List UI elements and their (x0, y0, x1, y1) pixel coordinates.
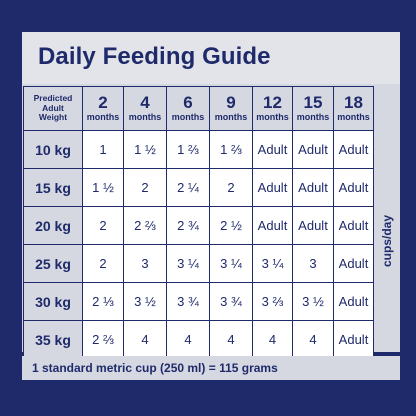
weight-cell: 10 kg (23, 130, 83, 169)
age-column-header: 9 months (209, 86, 253, 131)
table-cell: 2 (209, 168, 253, 207)
age-column-header: 4 months (123, 86, 167, 131)
table-cell: 3 (123, 244, 167, 283)
table-cell: 4 (252, 320, 293, 359)
table-cell: Adult (292, 168, 334, 207)
table-cell: 2 ¾ (166, 206, 210, 245)
age-number: 18 (344, 93, 363, 112)
age-column-header: 18 months (333, 86, 374, 131)
table-cell: 4 (166, 320, 210, 359)
table-cell: 2 (123, 168, 167, 207)
table-cell: Adult (333, 320, 374, 359)
table-cell: 3 ¾ (166, 282, 210, 321)
table-cell: 2 ⅔ (123, 206, 167, 245)
table-row: 25 kg 2 3 3 ¼ 3 ¼ 3 ¼ 3 Adult (23, 244, 374, 283)
title-bar: Daily Feeding Guide (22, 32, 400, 84)
age-number: 12 (263, 93, 282, 112)
table-row: 35 kg 2 ⅔ 4 4 4 4 4 Adult (23, 320, 374, 359)
table-cell: 4 (209, 320, 253, 359)
age-number: 15 (303, 93, 323, 112)
age-unit: months (171, 112, 205, 122)
table-cell: 3 ¼ (252, 244, 293, 283)
table-cell: 3 ¼ (166, 244, 210, 283)
table-cell: 3 ½ (292, 282, 334, 321)
table-cell: Adult (333, 206, 374, 245)
corner-label-line: Weight (38, 112, 68, 123)
age-column-header: 2 months (82, 86, 124, 131)
age-column-header: 12 months (252, 86, 293, 131)
age-number: 6 (183, 93, 193, 112)
table-cell: 4 (292, 320, 334, 359)
table-cell: 3 ¾ (209, 282, 253, 321)
unit-side-label: cups/day (374, 129, 400, 352)
weight-cell: 35 kg (23, 320, 83, 359)
table-cell: 2 ⅓ (82, 282, 124, 321)
footnote-text: 1 standard metric cup (250 ml) = 115 gra… (32, 361, 278, 375)
table-cell: 1 (82, 130, 124, 169)
age-unit: months (128, 112, 162, 122)
table-cell: 2 ⅔ (82, 320, 124, 359)
table-cell: 2 (82, 244, 124, 283)
header-row: Predicted Adult Weight 2 months 4 months 6… (23, 86, 374, 131)
table-cell: 3 ½ (123, 282, 167, 321)
corner-label-line: Adult (42, 102, 64, 113)
feeding-table: Predicted Adult Weight 2 months 4 months 6… (23, 86, 374, 359)
unit-label-text: cups/day (380, 214, 394, 267)
age-unit: months (296, 112, 330, 122)
table-cell: 1 ⅔ (166, 130, 210, 169)
table-cell: 1 ⅔ (209, 130, 253, 169)
age-number: 9 (226, 93, 236, 112)
age-unit: months (256, 112, 289, 122)
age-number: 2 (98, 93, 108, 112)
table-row: 10 kg 1 1 ½ 1 ⅔ 1 ⅔ Adult Adult Adult (23, 130, 374, 169)
table-cell: Adult (252, 130, 293, 169)
table-cell: Adult (333, 244, 374, 283)
table-cell: 4 (123, 320, 167, 359)
table-cell: Adult (252, 168, 293, 207)
table-row: 20 kg 2 2 ⅔ 2 ¾ 2 ½ Adult Adult Adult (23, 206, 374, 245)
age-number: 4 (140, 93, 150, 112)
table-cell: 2 ¼ (166, 168, 210, 207)
table-cell: 3 ¼ (209, 244, 253, 283)
age-column-header: 15 months (292, 86, 334, 131)
table-cell: 2 (82, 206, 124, 245)
weight-cell: 25 kg (23, 244, 83, 283)
weight-cell: 15 kg (23, 168, 83, 207)
weight-cell: 30 kg (23, 282, 83, 321)
age-unit: months (86, 112, 120, 122)
table-cell: 3 ⅔ (252, 282, 293, 321)
table-cell: Adult (333, 130, 374, 169)
age-unit: months (337, 112, 370, 122)
table-cell: Adult (333, 168, 374, 207)
table-cell: Adult (292, 130, 334, 169)
table-row: 30 kg 2 ⅓ 3 ½ 3 ¾ 3 ¾ 3 ⅔ 3 ½ Adult (23, 282, 374, 321)
corner-label-line: Predicted (33, 93, 73, 104)
page-title: Daily Feeding Guide (38, 43, 271, 70)
table-cell: 1 ½ (123, 130, 167, 169)
corner-header: Predicted Adult Weight (23, 86, 83, 131)
age-unit: months (214, 112, 248, 122)
table-cell: 2 ½ (209, 206, 253, 245)
table-cell: 1 ½ (82, 168, 124, 207)
footnote-bar: 1 standard metric cup (250 ml) = 115 gra… (22, 356, 400, 380)
table-cell: Adult (333, 282, 374, 321)
age-column-header: 6 months (166, 86, 210, 131)
table-row: 15 kg 1 ½ 2 2 ¼ 2 Adult Adult Adult (23, 168, 374, 207)
table-cell: Adult (292, 206, 334, 245)
table-cell: Adult (252, 206, 293, 245)
table-cell: 3 (292, 244, 334, 283)
weight-cell: 20 kg (23, 206, 83, 245)
